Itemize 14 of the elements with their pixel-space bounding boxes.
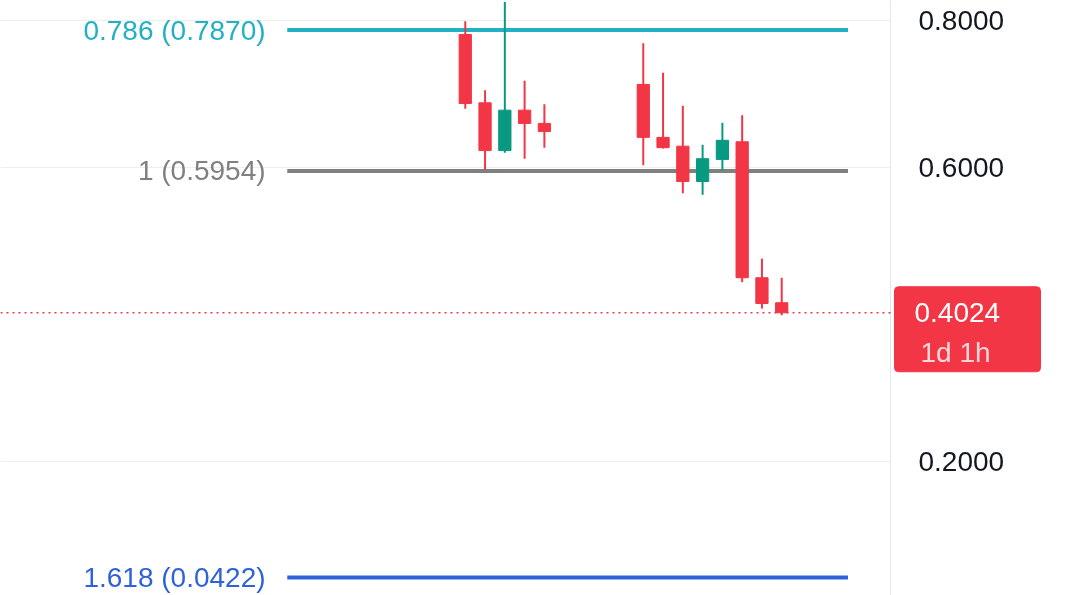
ref-line-label: 1 (0.5954) — [137, 155, 266, 187]
y-tick-label: 0.2000 — [918, 446, 1005, 478]
candlestick — [656, 71, 670, 150]
candlestick — [695, 143, 710, 196]
text: 1d 1h — [920, 337, 991, 369]
candlestick — [517, 79, 532, 160]
y-tick-label: 0.6000 — [918, 152, 1005, 183]
candlestick — [775, 276, 789, 317]
candlestick — [715, 121, 730, 172]
candlestick — [537, 103, 552, 149]
ref-line-label: 1.618 (0.0422) — [83, 561, 266, 593]
ref-line-label: 0.786 (0.7870) — [83, 14, 266, 46]
ref-line-label: 0.4024 — [914, 297, 1001, 329]
y-tick-label: 0.8000 — [918, 4, 1005, 36]
